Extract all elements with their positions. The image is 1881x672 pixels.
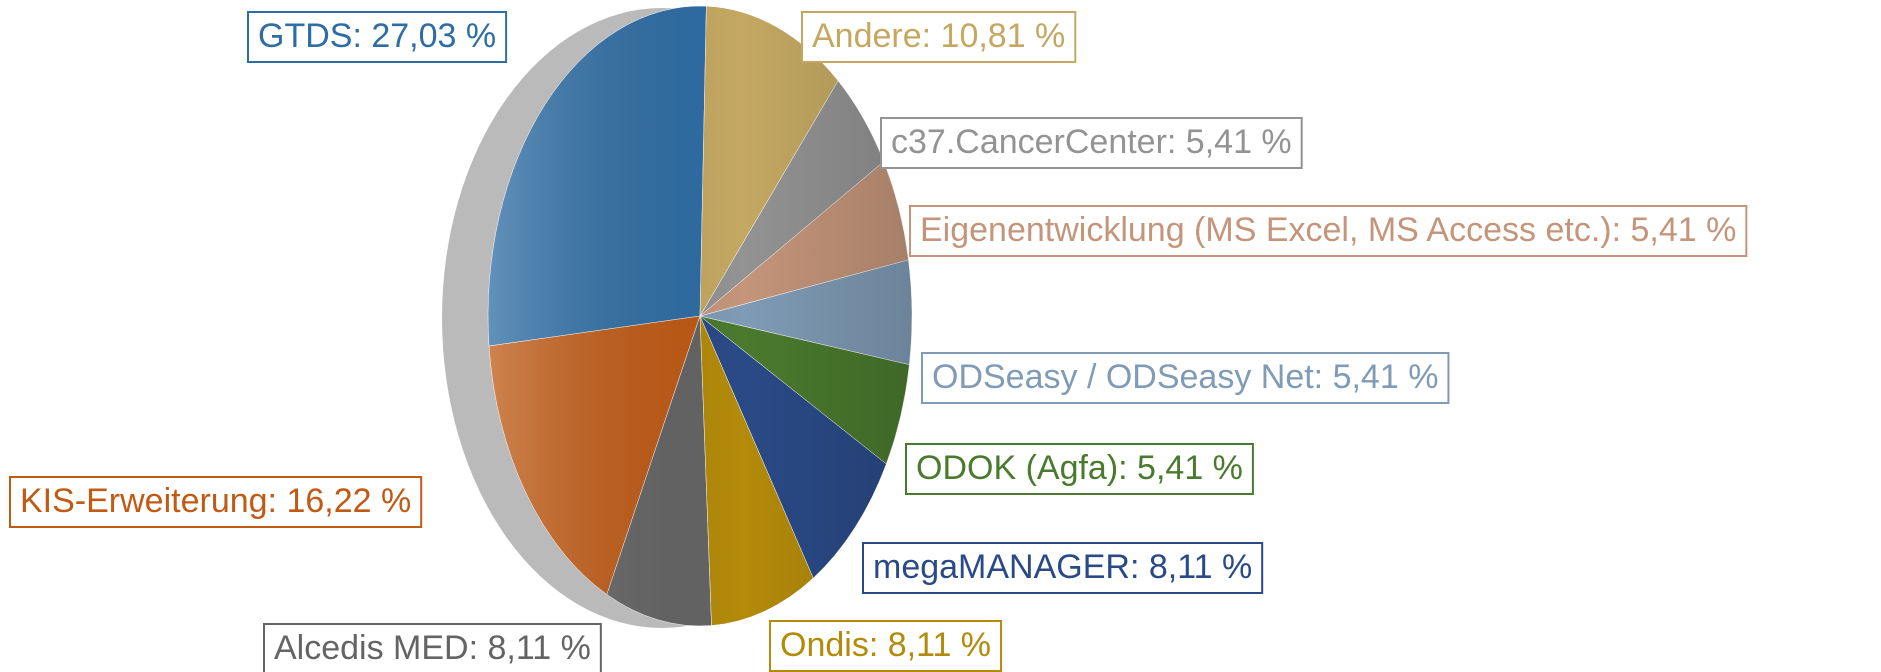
data-label: megaMANAGER: 8,11 %	[873, 548, 1252, 586]
label-box	[905, 443, 1254, 495]
label-box	[862, 542, 1264, 594]
data-label: Andere: 10,81 %	[812, 17, 1065, 55]
data-label: KIS-Erweiterung: 16,22 %	[20, 482, 411, 520]
label-box	[801, 11, 1077, 63]
label-box	[909, 205, 1748, 257]
label-box	[9, 476, 423, 528]
data-label: GTDS: 27,03 %	[258, 17, 496, 55]
label-box	[921, 352, 1450, 404]
label-box	[769, 620, 1003, 672]
data-label: ODSeasy / ODSeasy Net: 5,41 %	[932, 358, 1438, 396]
label-box	[247, 11, 508, 63]
data-label: Ondis: 8,11 %	[780, 626, 991, 664]
data-label: Eigenentwicklung (MS Excel, MS Access et…	[920, 211, 1736, 249]
data-label: c37.CancerCenter: 5,41 %	[891, 123, 1292, 161]
pie-slice	[487, 5, 707, 347]
label-box	[880, 117, 1303, 169]
label-box	[263, 623, 602, 672]
data-label: Alcedis MED: 8,11 %	[274, 629, 591, 667]
data-label: ODOK (Agfa): 5,41 %	[916, 449, 1243, 487]
